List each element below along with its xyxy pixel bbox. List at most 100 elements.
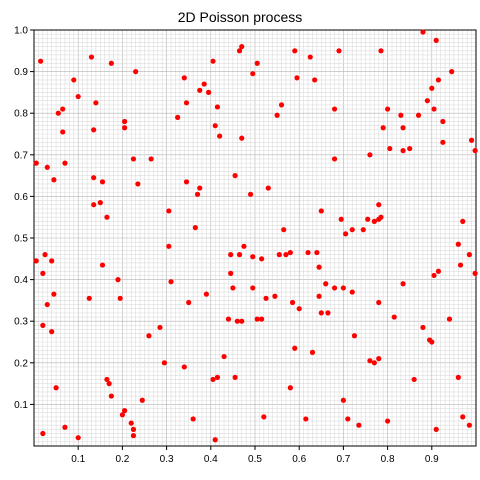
data-point [247, 191, 254, 197]
data-point [400, 281, 406, 287]
data-point [122, 118, 128, 125]
data-point [455, 374, 461, 380]
data-point [40, 430, 46, 437]
data-point [336, 48, 342, 54]
data-point [325, 310, 331, 316]
data-point [400, 125, 406, 131]
data-point [259, 316, 265, 322]
data-point [228, 252, 234, 258]
data-point [367, 152, 373, 158]
data-point [51, 291, 57, 297]
data-point [130, 426, 137, 432]
data-point [466, 422, 472, 428]
data-point [236, 252, 243, 258]
x-tick-label: 0.2 [115, 454, 129, 465]
data-point [431, 272, 437, 279]
data-point [400, 148, 406, 154]
data-point [166, 243, 172, 249]
data-point [472, 148, 478, 154]
data-point [181, 364, 187, 370]
data-point [130, 433, 137, 439]
data-point [455, 241, 461, 247]
data-point [166, 208, 172, 214]
data-point [75, 435, 81, 441]
data-point [376, 299, 382, 306]
data-point [466, 252, 472, 258]
y-tick-label: 0.5 [14, 234, 28, 245]
data-point [117, 295, 123, 301]
data-point [225, 316, 232, 322]
data-point [71, 77, 77, 83]
data-point [331, 285, 338, 291]
data-point [371, 360, 377, 366]
data-point [241, 243, 247, 249]
axis-ticks: 0.1 0.2 0.3 0.4 0.5 0.6 0.7 0.8 0.9 0.1 0.2 0.3 0.4 0… [14, 26, 439, 466]
data-point [283, 252, 289, 258]
y-tick-label: 0.2 [14, 358, 28, 369]
data-point [239, 135, 245, 141]
y-tick-label: 0.6 [14, 192, 28, 203]
data-point [194, 191, 201, 197]
x-tick-label: 0.4 [204, 454, 218, 465]
data-point [91, 202, 97, 208]
data-point [429, 339, 435, 345]
data-point [93, 100, 99, 106]
data-point [318, 310, 324, 316]
data-point [91, 175, 97, 181]
data-point [146, 333, 152, 339]
data-point [440, 118, 446, 125]
data-point [212, 123, 218, 129]
data-point [460, 414, 466, 420]
data-point [345, 416, 351, 422]
y-tick-label: 0.1 [14, 400, 28, 411]
data-point [51, 177, 57, 183]
data-point [259, 256, 265, 262]
data-point [365, 216, 371, 222]
data-point [239, 44, 245, 50]
data-point [433, 426, 439, 432]
data-point [234, 318, 240, 324]
y-tick-label: 0.8 [14, 109, 28, 120]
data-point [214, 104, 221, 110]
data-point [314, 249, 320, 256]
data-point [261, 414, 267, 420]
data-point [385, 106, 391, 112]
data-point [60, 129, 66, 135]
data-point [62, 424, 68, 430]
data-point [407, 145, 413, 152]
x-tick-label: 0.3 [160, 454, 174, 465]
data-point [415, 112, 422, 118]
x-tick-label: 0.5 [248, 454, 262, 465]
data-point [468, 137, 475, 143]
data-point [217, 133, 223, 139]
data-point [278, 102, 285, 108]
data-point [250, 71, 256, 77]
data-point [254, 60, 260, 66]
data-point [371, 218, 377, 224]
data-point [168, 279, 174, 285]
data-point [183, 100, 190, 106]
data-point [205, 89, 212, 95]
data-point [108, 60, 114, 66]
data-point [161, 360, 167, 366]
data-point [398, 112, 404, 118]
data-point [106, 381, 112, 387]
data-point [192, 225, 198, 231]
data-point [86, 295, 92, 301]
data-point [128, 420, 134, 426]
y-tick-label: 0.9 [14, 67, 28, 78]
data-point [338, 216, 344, 222]
data-point [431, 106, 437, 112]
data-point [44, 164, 50, 170]
data-point [343, 231, 349, 237]
data-point [197, 185, 203, 191]
data-point [115, 277, 121, 283]
data-point [331, 156, 338, 162]
data-point [424, 98, 430, 104]
data-point [75, 93, 81, 100]
data-point [254, 316, 260, 322]
data-point [376, 202, 382, 208]
data-point [294, 75, 300, 81]
data-point [230, 285, 236, 291]
